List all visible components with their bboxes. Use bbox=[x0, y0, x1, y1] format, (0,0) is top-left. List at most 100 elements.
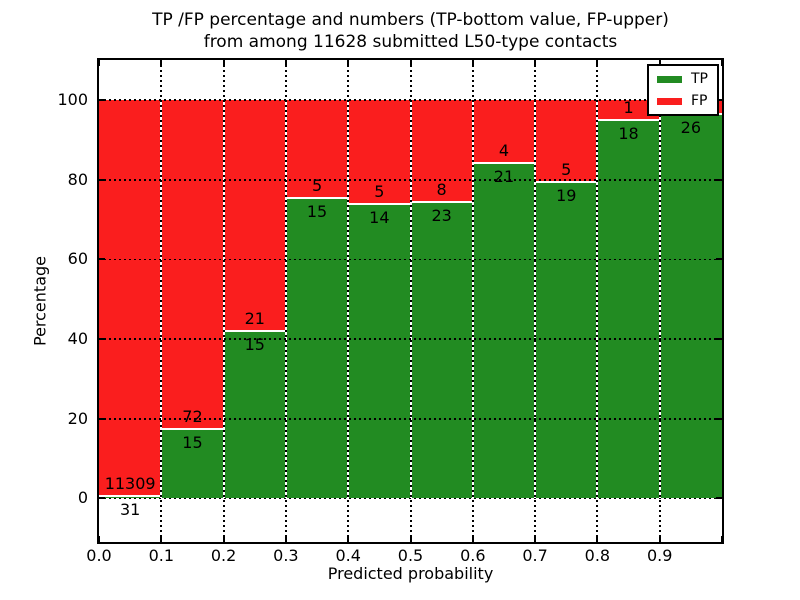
x-tick-top bbox=[409, 60, 412, 66]
tp-count-label: 19 bbox=[556, 185, 577, 205]
x-tick-bottom bbox=[160, 536, 163, 542]
fp-count-label: 1 bbox=[623, 97, 634, 117]
y-tick-label: 80 bbox=[67, 169, 88, 189]
x-tick-label: 0.0 bbox=[86, 546, 112, 565]
x-tick-top bbox=[284, 60, 287, 66]
bar-segment-tp bbox=[535, 182, 598, 499]
x-tick-bottom bbox=[471, 536, 474, 542]
x-tick-label: 0.6 bbox=[460, 546, 486, 565]
y-tick-label: 100 bbox=[57, 89, 88, 109]
x-tick-label: 0.8 bbox=[584, 546, 611, 565]
horizontal-gridline bbox=[99, 418, 722, 420]
x-tick-bottom bbox=[347, 536, 350, 542]
x-tick-top bbox=[721, 60, 723, 66]
x-tick-label: 0.3 bbox=[273, 546, 299, 565]
tp-count-label: 31 bbox=[119, 500, 141, 520]
bar-segment-tp bbox=[99, 497, 162, 499]
bar-segment-fp bbox=[535, 99, 598, 183]
legend-item-fp: FP bbox=[657, 94, 708, 108]
tp-count-label: 15 bbox=[182, 432, 203, 452]
legend-label-fp: FP bbox=[691, 93, 708, 109]
x-tick-label: 0.4 bbox=[335, 546, 361, 565]
x-tick-bottom bbox=[98, 536, 100, 542]
y-tick-right bbox=[716, 417, 722, 420]
x-tick-label: 0.5 bbox=[397, 546, 424, 565]
fp-count-label: 11309 bbox=[104, 474, 156, 494]
y-tick-right bbox=[716, 497, 722, 500]
vertical-gridline bbox=[596, 60, 599, 542]
y-tick-left bbox=[99, 178, 105, 181]
y-tick-label: 0 bbox=[77, 488, 88, 508]
y-tick-label: 40 bbox=[67, 328, 88, 348]
legend-item-tp: TP bbox=[657, 72, 708, 86]
bar-segment-tp bbox=[223, 332, 286, 499]
fp-count-label: 5 bbox=[311, 176, 323, 196]
fp-count-label: 8 bbox=[436, 179, 447, 199]
bar-segment-tp bbox=[659, 114, 722, 499]
x-tick-top bbox=[98, 60, 100, 66]
x-tick-top bbox=[347, 60, 350, 66]
bar-segment-fp bbox=[348, 99, 411, 205]
vertical-gridline bbox=[347, 60, 350, 542]
x-tick-bottom bbox=[596, 536, 599, 542]
y-tick-label: 60 bbox=[67, 249, 88, 269]
vertical-gridline bbox=[284, 60, 287, 542]
bar-segment-fp bbox=[410, 99, 473, 203]
fp-count-label: 21 bbox=[244, 309, 265, 329]
y-tick-right bbox=[716, 258, 722, 261]
x-tick-top bbox=[471, 60, 474, 66]
bar-segment-tp bbox=[410, 202, 473, 499]
fp-count-label: 72 bbox=[182, 406, 203, 426]
bar-segment-tp bbox=[161, 429, 224, 499]
x-tick-bottom bbox=[658, 536, 661, 542]
y-tick-left bbox=[99, 337, 105, 340]
vertical-gridline bbox=[222, 60, 225, 542]
legend: TP FP bbox=[647, 64, 719, 116]
x-tick-top bbox=[160, 60, 163, 66]
y-tick-left bbox=[99, 258, 105, 261]
legend-swatch-tp bbox=[657, 75, 682, 83]
horizontal-gridline bbox=[99, 497, 722, 500]
x-tick-label: 0.1 bbox=[148, 546, 175, 565]
y-tick-right bbox=[716, 337, 722, 340]
horizontal-gridline bbox=[99, 338, 722, 340]
x-tick-label: 0.9 bbox=[646, 546, 673, 565]
x-tick-top bbox=[534, 60, 537, 66]
fp-count-label: 4 bbox=[498, 140, 510, 160]
bar-segment-tp bbox=[472, 163, 536, 499]
bar-segment-fp bbox=[223, 99, 286, 333]
chart-title: TP /FP percentage and numbers (TP-bottom… bbox=[99, 9, 722, 53]
vertical-gridline bbox=[160, 60, 163, 542]
x-tick-label: 0.2 bbox=[210, 546, 237, 565]
bar-segment-fp bbox=[99, 99, 162, 498]
bar-segment-tp bbox=[348, 204, 411, 499]
tp-count-label: 15 bbox=[244, 335, 265, 355]
bar-segment-fp bbox=[597, 99, 660, 121]
tp-count-label: 23 bbox=[431, 205, 452, 225]
chart-title-line2: from among 11628 submitted L50-type cont… bbox=[203, 32, 618, 52]
x-tick-bottom bbox=[284, 536, 287, 542]
x-tick-bottom bbox=[534, 536, 537, 542]
plot-area: TP FP 11309 31 72 15 21 15 5 15 5 14 8 23 4 21 5 19 1 18 2… bbox=[97, 58, 724, 544]
y-tick-left bbox=[99, 497, 105, 500]
fp-count-label: 5 bbox=[374, 181, 385, 201]
x-tick-bottom bbox=[222, 536, 225, 542]
x-axis-label: Predicted probability bbox=[327, 564, 494, 583]
y-tick-left bbox=[99, 417, 105, 420]
horizontal-gridline bbox=[99, 99, 722, 101]
bar-segment-fp bbox=[285, 99, 349, 200]
x-tick-bottom bbox=[721, 536, 723, 542]
x-tick-bottom bbox=[409, 536, 412, 542]
bar-segment-tp bbox=[597, 120, 660, 499]
tp-count-label: 26 bbox=[680, 117, 702, 137]
tp-count-label: 14 bbox=[369, 207, 390, 227]
x-tick-label: 0.7 bbox=[522, 546, 548, 565]
vertical-gridline bbox=[658, 60, 661, 542]
vertical-gridline bbox=[534, 60, 537, 542]
bar-segment-fp bbox=[472, 99, 536, 164]
bar-segment-fp bbox=[161, 99, 224, 430]
horizontal-gridline bbox=[99, 258, 722, 261]
tp-count-label: 15 bbox=[306, 202, 328, 222]
legend-label-tp: TP bbox=[691, 71, 708, 87]
